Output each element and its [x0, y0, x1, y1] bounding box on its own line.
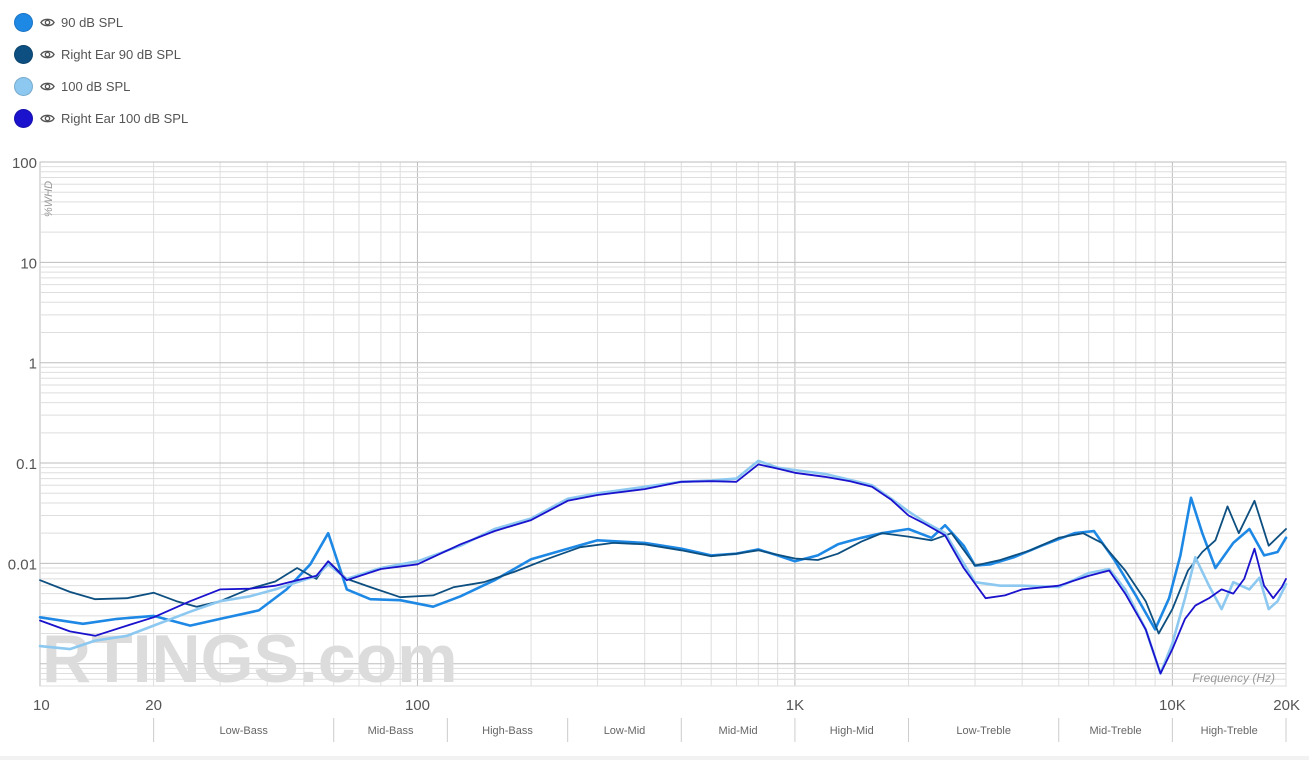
band-label: Low-Treble [956, 725, 1011, 737]
y-tick-label: 0.1 [16, 456, 37, 473]
band-label: Low-Mid [604, 725, 646, 737]
watermark: RTINGS.com [42, 621, 458, 697]
x-tick-label: 10 [33, 697, 50, 714]
band-label: Low-Bass [220, 725, 269, 737]
series-line-4 [39, 463, 1287, 675]
legend-label: 100 dB SPL [61, 78, 131, 94]
legend-item-right-ear-90db[interactable]: Right Ear 90 dB SPL [14, 38, 188, 70]
y-tick-label: 0.01 [8, 556, 37, 573]
x-tick-label: 20 [145, 697, 162, 714]
band-label: High-Treble [1201, 725, 1258, 737]
series-line-2 [39, 499, 1287, 635]
y-axis-label: %WHD [43, 181, 55, 217]
x-tick-label: 10K [1159, 697, 1186, 714]
x-ticks: 10 20 100 1K 10K 20K [33, 697, 1300, 714]
bottom-divider [0, 756, 1309, 760]
series-lines [38, 459, 1288, 675]
eye-icon[interactable] [40, 111, 55, 126]
x-tick-label: 20K [1273, 697, 1300, 714]
x-tick-label: 1K [786, 697, 804, 714]
legend-item-100db[interactable]: 100 dB SPL [14, 70, 188, 102]
legend-item-90db[interactable]: 90 dB SPL [14, 6, 188, 38]
legend-label: 90 dB SPL [61, 14, 124, 30]
y-tick-label: 100 [12, 155, 37, 172]
legend: 90 dB SPL Right Ear 90 dB SPL 100 dB SPL… [14, 6, 188, 134]
band-label: Mid-Mid [719, 725, 758, 737]
legend-label: Right Ear 90 dB SPL [61, 46, 181, 62]
band-label: Mid-Treble [1089, 725, 1141, 737]
legend-item-right-ear-100db[interactable]: Right Ear 100 dB SPL [14, 102, 188, 134]
legend-swatch[interactable] [14, 12, 33, 32]
band-label: High-Mid [830, 725, 874, 737]
eye-icon[interactable] [40, 47, 55, 62]
frequency-bands: Low-Bass Mid-Bass High-Bass Low-Mid Mid-Mid H… [153, 718, 1287, 742]
series-line-3 [38, 459, 1288, 675]
eye-icon[interactable] [40, 79, 55, 94]
legend-swatch[interactable] [14, 76, 33, 96]
band-label: Mid-Bass [368, 725, 414, 737]
legend-swatch[interactable] [14, 108, 33, 128]
eye-icon[interactable] [40, 15, 55, 30]
y-ticks: 100 10 1 0.1 0.01 [8, 155, 37, 573]
band-label: High-Bass [482, 725, 533, 737]
x-tick-label: 100 [405, 697, 430, 714]
series-line-1 [38, 496, 1288, 631]
grid [39, 161, 1287, 687]
x-axis-label: Frequency (Hz) [1192, 671, 1275, 685]
y-tick-label: 10 [20, 255, 37, 272]
legend-label: Right Ear 100 dB SPL [61, 110, 189, 126]
y-tick-label: 1 [29, 356, 37, 373]
legend-swatch[interactable] [14, 44, 33, 64]
plot-frame [39, 161, 1287, 687]
